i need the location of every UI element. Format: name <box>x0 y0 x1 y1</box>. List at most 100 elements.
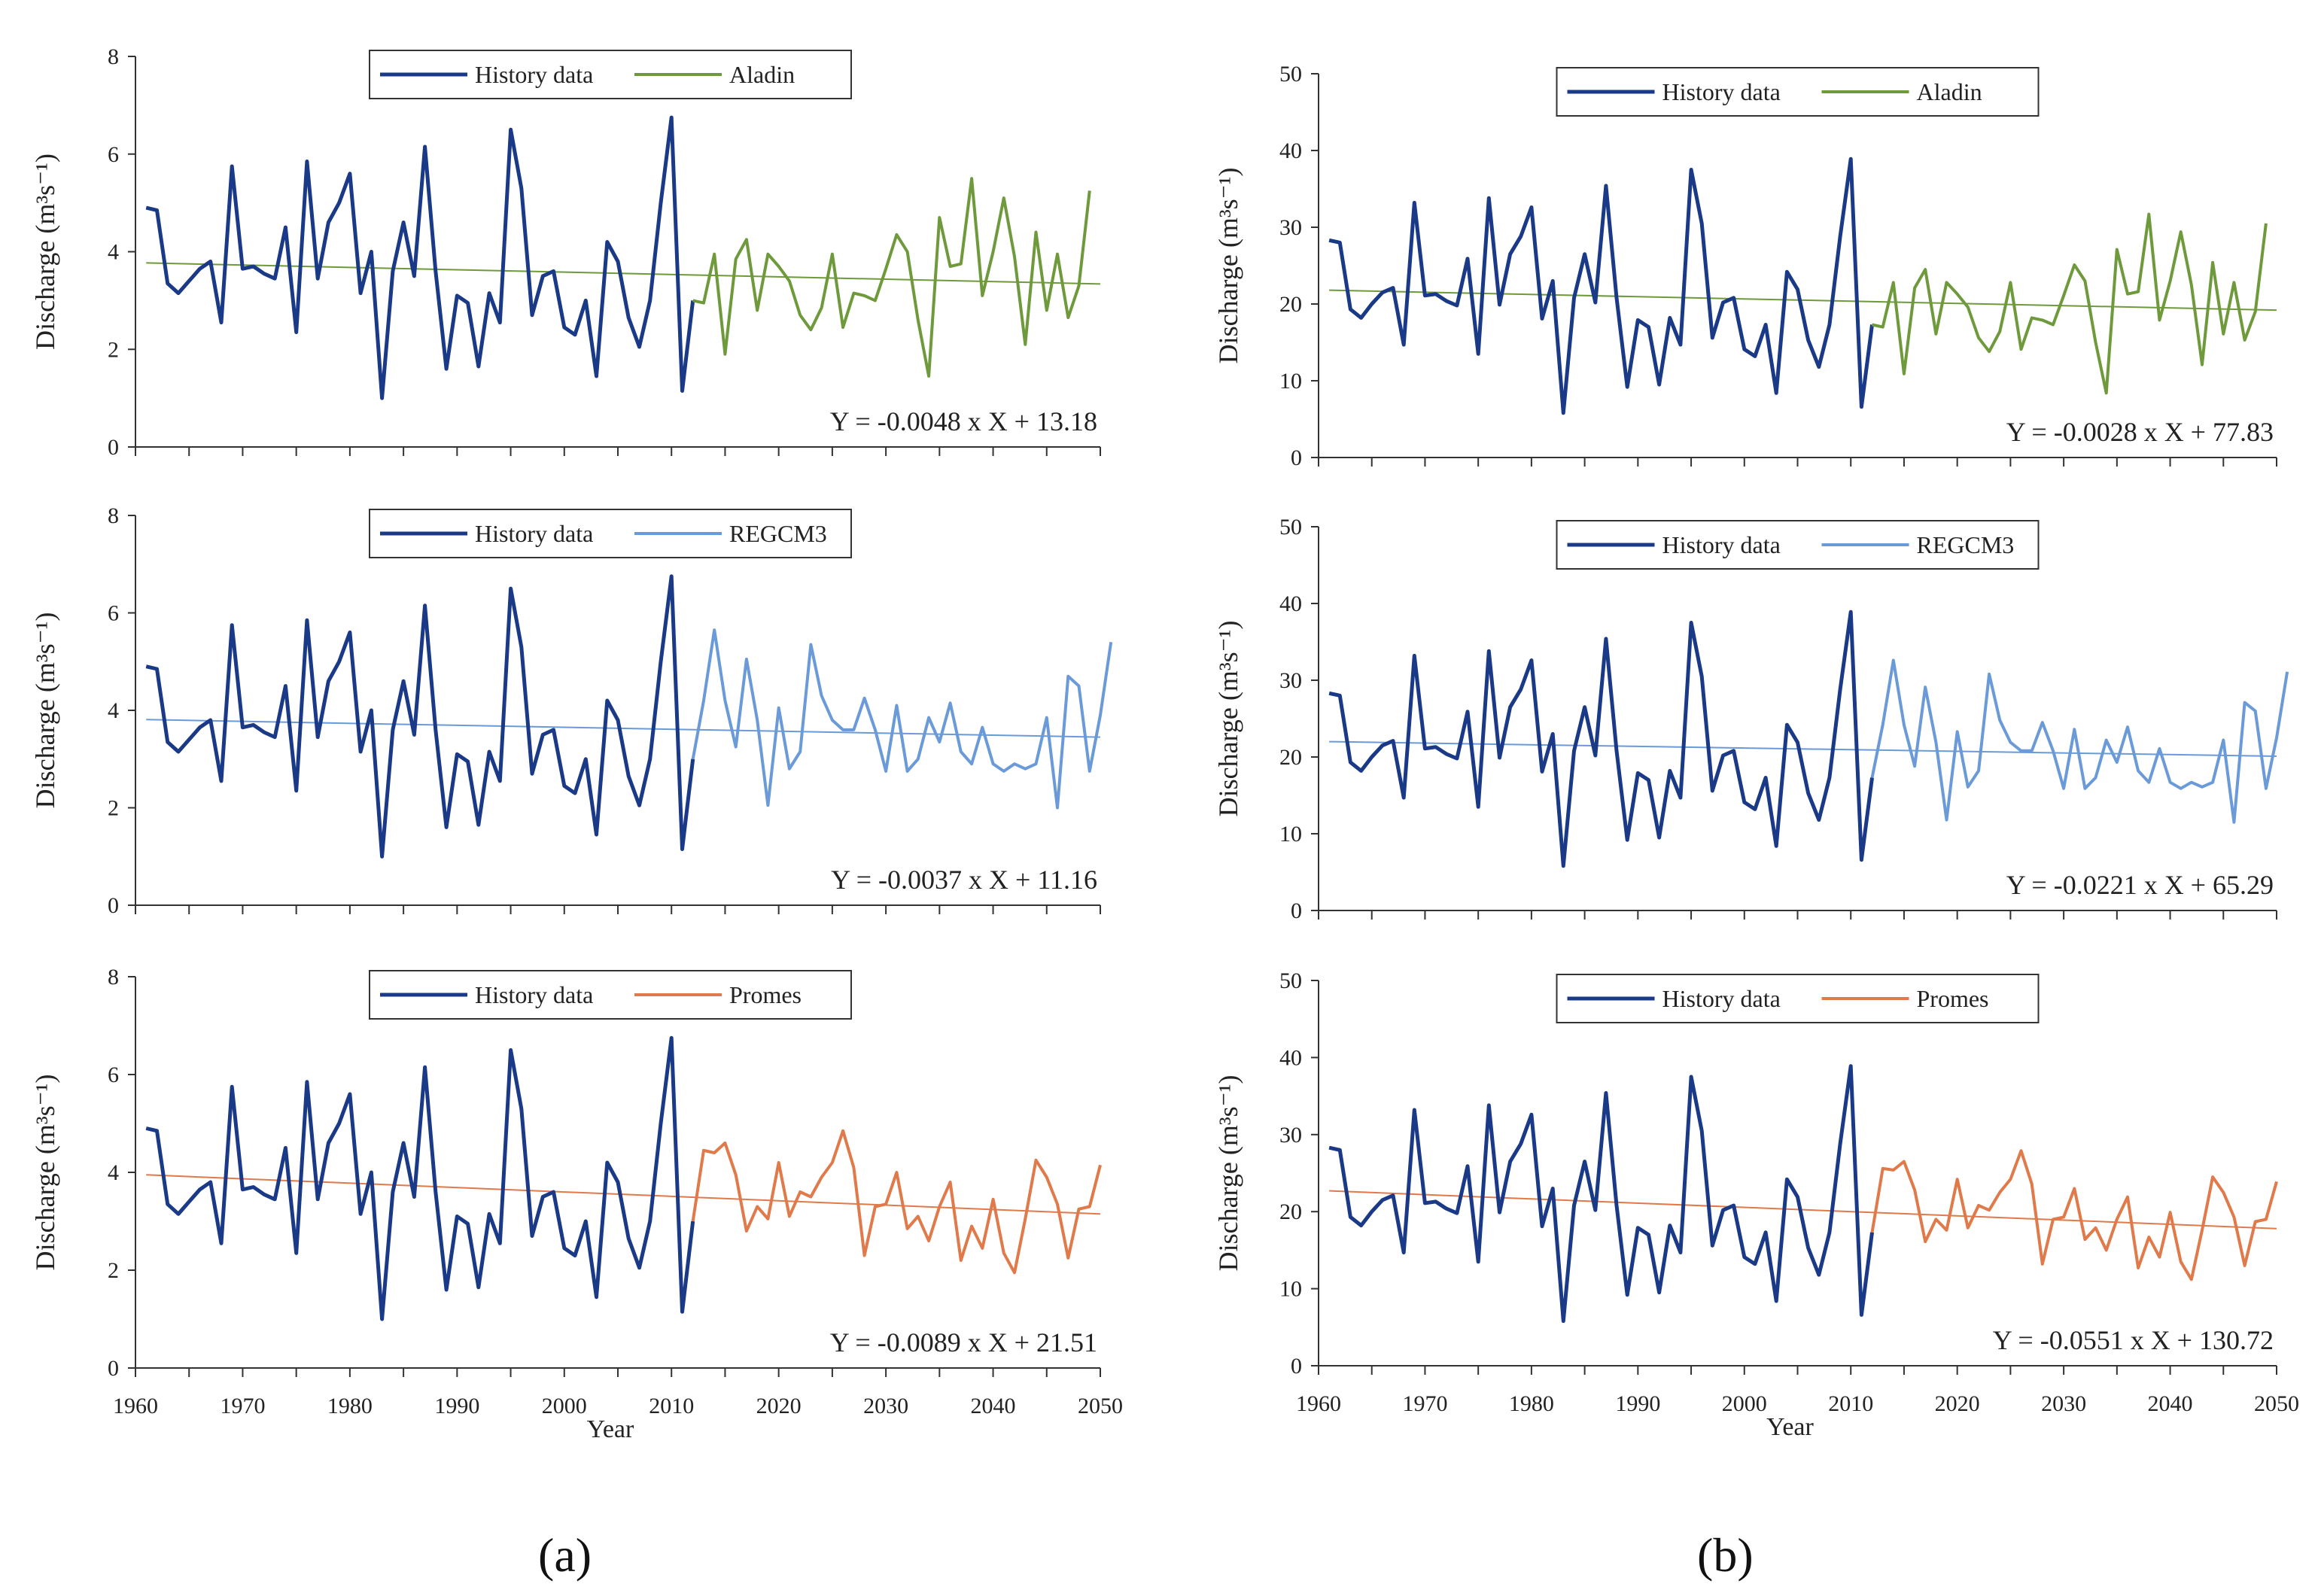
y-tick-label: 40 <box>1279 591 1302 616</box>
legend-label-projection: Aladin <box>1917 78 1982 105</box>
y-tick-label: 8 <box>108 965 119 990</box>
x-axis-label: Year <box>587 1415 634 1443</box>
x-tick-label: 1970 <box>220 1394 265 1418</box>
x-tick-label: 2050 <box>2254 1391 2299 1416</box>
chart-a2: 0 2 4 6 8 Discharge (m³s⁻¹) History data REGCM3… <box>30 503 1113 918</box>
legend-label-projection: Promes <box>729 981 802 1008</box>
y-tick-label: 6 <box>108 142 119 167</box>
y-tick-label: 10 <box>1279 1277 1302 1302</box>
chart-a1: 0 2 4 6 8 Discharge (m³s⁻¹) History data Aladin… <box>30 44 1101 460</box>
x-tick-label: 1960 <box>1296 1391 1341 1416</box>
legend-label-projection: Promes <box>1917 985 1989 1012</box>
regression-equation: Y = -0.0089 x X + 21.51 <box>830 1327 1097 1357</box>
y-tick-label: 6 <box>108 1062 119 1087</box>
legend-label-history: History data <box>475 520 593 547</box>
y-tick-label: 20 <box>1279 292 1302 317</box>
series-line-history <box>1328 157 1874 415</box>
y-tick-label: 6 <box>108 601 119 626</box>
y-tick-label: 0 <box>108 435 119 460</box>
legend-label-projection: REGCM3 <box>729 520 827 547</box>
trend-line <box>146 1174 1101 1215</box>
y-axis-label: Discharge (m³s⁻¹) <box>30 613 60 809</box>
panel-label-a: (a) <box>538 1528 592 1582</box>
x-tick-label: 2020 <box>1935 1391 1980 1416</box>
x-tick-label: 2010 <box>1828 1391 1873 1416</box>
y-tick-label: 0 <box>108 1356 119 1381</box>
x-tick-label: 2020 <box>756 1394 802 1418</box>
y-tick-label: 2 <box>108 1258 119 1283</box>
y-tick-label: 10 <box>1279 822 1302 847</box>
y-tick-label: 50 <box>1279 515 1302 540</box>
y-axis-label: Discharge (m³s⁻¹) <box>1213 621 1243 817</box>
regression-equation: Y = -0.0551 x X + 130.72 <box>1993 1325 2274 1355</box>
x-tick-label: 1990 <box>434 1394 479 1418</box>
chart-b1: 0 10 20 30 40 50 Discharge (m³s⁻¹) History data… <box>1213 62 2277 470</box>
legend-label-projection: Aladin <box>729 61 795 88</box>
y-axis-label: Discharge (m³s⁻¹) <box>30 1075 60 1271</box>
x-tick-label: 1980 <box>1509 1391 1554 1416</box>
x-tick-label: 2030 <box>863 1394 908 1418</box>
x-tick-label: 2000 <box>1722 1391 1767 1416</box>
series-line-history <box>145 1035 695 1321</box>
y-tick-label: 30 <box>1279 668 1302 693</box>
legend-label-history: History data <box>1662 531 1781 558</box>
x-tick-label: 2050 <box>1078 1394 1123 1418</box>
x-tick-label: 1990 <box>1615 1391 1660 1416</box>
trend-line <box>146 262 1101 285</box>
series-line-history <box>1328 1064 1874 1324</box>
y-tick-label: 4 <box>108 240 119 265</box>
trend-line <box>1329 289 2277 312</box>
regression-equation: Y = -0.0037 x X + 11.16 <box>831 865 1097 895</box>
y-tick-label: 30 <box>1279 215 1302 240</box>
x-tick-label: 2000 <box>542 1394 587 1418</box>
legend-label-projection: REGCM3 <box>1917 531 2015 558</box>
y-tick-label: 2 <box>108 337 119 362</box>
trend-line <box>1329 1190 2277 1230</box>
y-tick-label: 50 <box>1279 62 1302 87</box>
y-axis-label: Discharge (m³s⁻¹) <box>30 154 60 350</box>
series-line-promes <box>691 1129 1102 1275</box>
series-line-aladin <box>692 177 1091 378</box>
y-tick-label: 10 <box>1279 369 1302 394</box>
y-tick-label: 30 <box>1279 1123 1302 1148</box>
x-axis-label: Year <box>1766 1413 1814 1441</box>
y-tick-label: 4 <box>108 1160 119 1185</box>
y-axis-label: Discharge (m³s⁻¹) <box>1213 168 1243 364</box>
x-tick-label: 2030 <box>2041 1391 2086 1416</box>
y-tick-label: 0 <box>1291 898 1302 923</box>
y-tick-label: 8 <box>108 503 119 528</box>
y-tick-label: 0 <box>108 893 119 918</box>
x-tick-label: 1980 <box>327 1394 373 1418</box>
chart-a3: 0 2 4 6 8 1960 1970 1980 1990 2000 2010 2020 2030 204… <box>30 965 1123 1443</box>
regression-equation: Y = -0.0048 x X + 13.18 <box>830 406 1097 436</box>
series-line-aladin <box>1872 212 2268 395</box>
series-line-regcm3 <box>691 628 1113 810</box>
x-tick-label: 2040 <box>971 1394 1016 1418</box>
x-tick-label: 1970 <box>1402 1391 1447 1416</box>
regression-equation: Y = -0.0221 x X + 65.29 <box>2006 870 2274 900</box>
y-tick-label: 20 <box>1279 745 1302 770</box>
y-tick-label: 0 <box>1291 445 1302 470</box>
y-tick-label: 40 <box>1279 1045 1302 1070</box>
y-tick-label: 2 <box>108 796 119 821</box>
regression-equation: Y = -0.0028 x X + 77.83 <box>2006 417 2274 447</box>
legend-label-history: History data <box>475 981 593 1008</box>
legend-label-history: History data <box>1662 78 1781 105</box>
series-line-regcm3 <box>1870 658 2289 824</box>
series-line-history <box>145 574 695 859</box>
series-line-history <box>1328 610 1874 868</box>
y-tick-label: 20 <box>1279 1199 1302 1224</box>
chart-b2: 0 10 20 30 40 50 Discharge (m³s⁻¹) History data… <box>1213 515 2289 923</box>
legend-label-history: History data <box>1662 985 1781 1012</box>
y-tick-label: 50 <box>1279 968 1302 993</box>
series-line-promes <box>1870 1149 2278 1281</box>
legend-label-history: History data <box>475 61 593 88</box>
y-axis-label: Discharge (m³s⁻¹) <box>1213 1075 1243 1272</box>
y-tick-label: 40 <box>1279 138 1302 163</box>
x-tick-label: 1960 <box>113 1394 158 1418</box>
y-tick-label: 4 <box>108 698 119 723</box>
panel-label-b: (b) <box>1697 1528 1754 1582</box>
